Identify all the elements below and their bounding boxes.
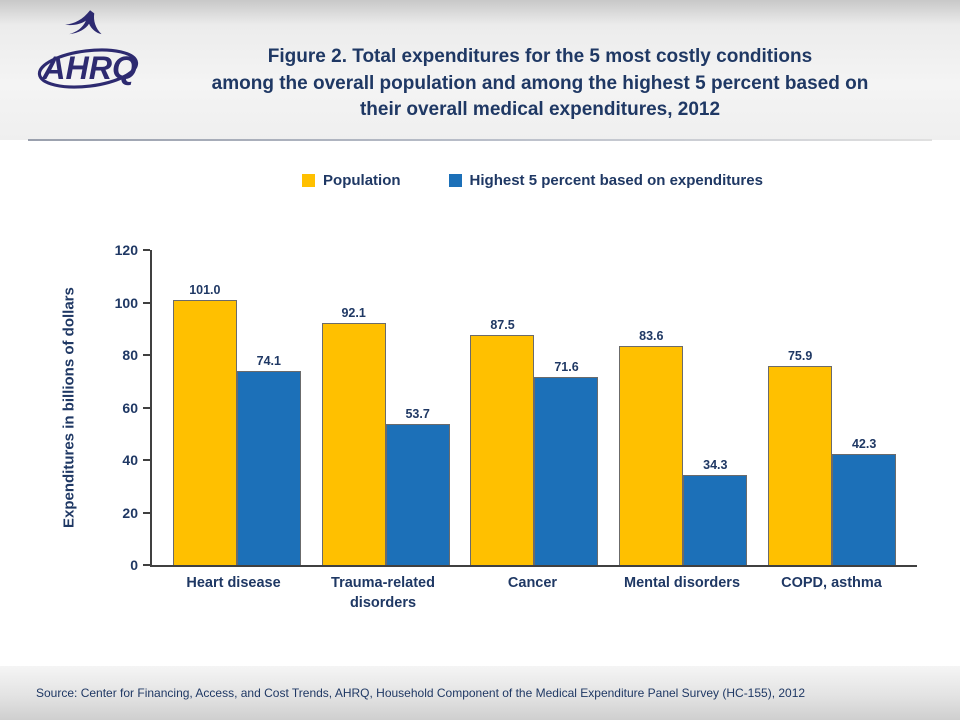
header-divider (28, 139, 932, 141)
y-axis-tick: 100 (115, 294, 150, 312)
y-axis-title: Expenditures in billions of dollars (60, 287, 78, 528)
bar-top5percent (832, 453, 897, 565)
y-tick-label: 0 (130, 557, 138, 573)
legend-swatch-population (302, 174, 316, 187)
y-tick-mark (143, 564, 150, 566)
y-tick-mark (143, 354, 150, 356)
y-axis-tick: 0 (130, 556, 150, 574)
y-axis-tick: 80 (122, 346, 150, 364)
bar-with-label: 34.3 (683, 457, 748, 565)
bar-group: 87.5 71.6 (470, 318, 599, 565)
bar-value-label: 92.1 (341, 306, 366, 321)
category-label: Mental disorders (623, 575, 741, 591)
title-line-1: Figure 2. Total expenditures for the 5 m… (267, 46, 813, 67)
legend-item-population: Population (302, 172, 401, 189)
bar-value-label: 34.3 (703, 457, 728, 472)
bar-value-label: 42.3 (851, 436, 877, 451)
bar-group: 101.0 74.1 (172, 282, 301, 565)
y-axis-tick: 120 (115, 241, 150, 259)
eagle-icon (65, 10, 102, 35)
y-tick-mark (143, 406, 150, 409)
category-label: Heart disease (186, 575, 281, 591)
title-line-2: among the overall population and among t… (211, 72, 869, 94)
bar-with-label: 101.0 (172, 282, 237, 565)
category-label: COPD, asthma (781, 575, 882, 591)
y-tick-label: 100 (114, 294, 138, 311)
y-tick-label: 80 (122, 347, 138, 363)
bar-population (768, 365, 833, 565)
y-tick-mark (143, 459, 150, 461)
bar-group: 92.1 53.7 (321, 306, 450, 565)
header-band (0, 0, 960, 140)
y-axis-tick: 60 (122, 399, 150, 417)
bar-with-label: 92.1 (321, 306, 386, 565)
y-tick-mark (143, 249, 150, 251)
bar-group: 83.6 34.3 (619, 328, 748, 565)
logo-swoosh (37, 48, 139, 89)
plot-area: 101.0 74.1 92.1 53.7 87.5 71.6 83.6 34.3 75.9 42.… (150, 250, 917, 567)
bar-group: 75.9 42.3 (768, 348, 897, 565)
ahrq-logo-graphic: AHRQ (37, 10, 139, 89)
bar-top5percent (683, 474, 748, 565)
bar-value-label: 74.1 (256, 353, 281, 368)
y-tick-label: 20 (122, 504, 138, 521)
figure-title: Figure 2. Total expenditures for the 5 m… (150, 44, 930, 124)
title-line-3: their overall medical expenditures, 2012 (359, 99, 721, 121)
bar-with-label: 71.6 (534, 360, 599, 565)
bar-population (470, 335, 535, 565)
logo-wordmark: AHRQ (41, 50, 137, 86)
bar-top5percent (385, 424, 450, 565)
y-axis: 0 20 40 60 80 100 120 (95, 242, 150, 573)
bar-with-label: 83.6 (619, 328, 684, 565)
y-axis-tick: 20 (122, 504, 150, 522)
x-axis-labels: Heart disease Trauma-related disorders Can… (150, 574, 915, 613)
bar-with-label: 74.1 (236, 353, 301, 565)
legend-item-top5: Highest 5 percent based on expenditures (448, 172, 763, 189)
bar-top5percent (534, 377, 599, 565)
y-tick-mark (143, 301, 150, 304)
bar-with-label: 42.3 (832, 436, 897, 565)
y-tick-label: 60 (122, 399, 138, 416)
bar-with-label: 75.9 (768, 348, 833, 565)
source-note: Source: Center for Financing, Access, an… (36, 686, 806, 700)
ahrq-logo: AHRQ (36, 4, 140, 108)
category-label: Cancer (507, 575, 558, 591)
legend-swatch-top5 (448, 174, 462, 187)
legend-label: Population (323, 172, 401, 189)
y-axis-tick: 40 (122, 451, 150, 469)
footer-band: Source: Center for Financing, Access, an… (0, 666, 960, 720)
bar-value-label: 87.5 (490, 318, 515, 333)
y-tick-label: 120 (114, 242, 138, 258)
chart-legend: Population Highest 5 percent based on ex… (150, 172, 915, 189)
y-tick-label: 40 (122, 452, 138, 468)
bar-population (321, 323, 386, 565)
bar-value-label: 53.7 (405, 407, 430, 422)
bar-with-label: 87.5 (470, 318, 535, 565)
bar-with-label: 53.7 (385, 407, 450, 565)
bar-value-label: 83.6 (639, 328, 664, 343)
bar-population (172, 299, 237, 565)
bar-value-label: 75.9 (787, 348, 813, 363)
category-label: Trauma-related disorders (331, 575, 435, 611)
bar-value-label: 71.6 (554, 360, 579, 375)
bar-population (619, 345, 684, 565)
bar-top5percent (236, 370, 301, 565)
legend-label: Highest 5 percent based on expenditures (469, 172, 763, 189)
y-tick-mark (143, 511, 150, 514)
bar-value-label: 101.0 (189, 282, 221, 297)
